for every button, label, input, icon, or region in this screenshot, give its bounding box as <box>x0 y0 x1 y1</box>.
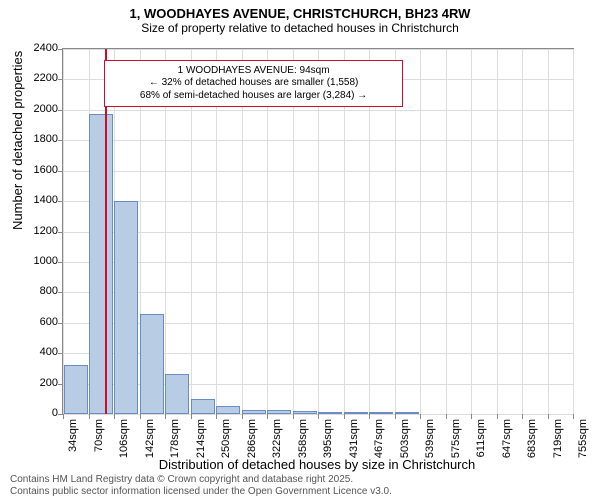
histogram-bar <box>267 410 291 414</box>
annotation-line-2: ← 32% of detached houses are smaller (1,… <box>111 77 397 90</box>
footer-line-1: Contains HM Land Registry data © Crown c… <box>10 474 392 486</box>
y-tick-label: 1000 <box>18 255 58 267</box>
y-tick-label: 1800 <box>18 133 58 145</box>
x-tick-label: 358sqm <box>297 419 309 458</box>
histogram-bar <box>89 114 113 414</box>
y-tick-label: 2200 <box>18 72 58 84</box>
x-tick-label: 142sqm <box>144 419 156 458</box>
histogram-bar <box>395 412 419 414</box>
x-tick-label: 683sqm <box>526 419 538 458</box>
x-tick-label: 647sqm <box>501 419 513 458</box>
histogram-bar <box>191 399 215 414</box>
y-tick-label: 600 <box>18 316 58 328</box>
x-tick-label: 575sqm <box>450 419 462 458</box>
x-tick-label: 611sqm <box>475 419 487 457</box>
x-tick-label: 322sqm <box>271 419 283 458</box>
x-tick-label: 719sqm <box>552 419 564 458</box>
x-tick-label: 755sqm <box>577 419 589 458</box>
plot-area: 1 WOODHAYES AVENUE: 94sqm← 32% of detach… <box>62 48 574 415</box>
y-tick-label: 800 <box>18 285 58 297</box>
x-tick-label: 214sqm <box>195 419 207 458</box>
histogram-bar <box>293 411 317 414</box>
x-tick-label: 286sqm <box>246 419 258 458</box>
histogram-bar <box>318 412 342 414</box>
x-tick-label: 70sqm <box>93 419 105 452</box>
annotation-line-1: 1 WOODHAYES AVENUE: 94sqm <box>111 65 397 78</box>
chart-title: 1, WOODHAYES AVENUE, CHRISTCHURCH, BH23 … <box>0 0 600 21</box>
histogram-bar <box>140 314 164 414</box>
histogram-bar <box>242 410 266 414</box>
x-tick-label: 106sqm <box>118 419 130 458</box>
histogram-bar <box>165 374 189 414</box>
chart-container: 1, WOODHAYES AVENUE, CHRISTCHURCH, BH23 … <box>0 0 600 500</box>
annotation-box: 1 WOODHAYES AVENUE: 94sqm← 32% of detach… <box>104 60 404 108</box>
histogram-bar <box>216 406 240 414</box>
y-tick-label: 2400 <box>18 42 58 54</box>
x-tick-label: 250sqm <box>220 419 232 458</box>
histogram-bar <box>114 201 138 414</box>
chart-subtitle: Size of property relative to detached ho… <box>0 21 600 35</box>
histogram-bar <box>64 365 88 414</box>
y-tick-label: 400 <box>18 346 58 358</box>
footer-attribution: Contains HM Land Registry data © Crown c… <box>10 474 392 498</box>
y-tick-label: 1600 <box>18 164 58 176</box>
x-tick-label: 178sqm <box>169 419 181 458</box>
y-tick-label: 1400 <box>18 194 58 206</box>
x-tick-label: 467sqm <box>373 419 385 458</box>
histogram-bar <box>344 412 368 414</box>
x-tick-label: 431sqm <box>348 419 360 458</box>
histogram-bar <box>369 412 393 414</box>
annotation-line-3: 68% of semi-detached houses are larger (… <box>111 90 397 103</box>
footer-line-2: Contains public sector information licen… <box>10 486 392 498</box>
y-tick-label: 1200 <box>18 225 58 237</box>
x-tick-label: 395sqm <box>322 419 334 458</box>
x-tick-label: 539sqm <box>424 419 436 458</box>
y-tick-label: 200 <box>18 377 58 389</box>
x-axis-label: Distribution of detached houses by size … <box>62 457 572 472</box>
y-tick-label: 0 <box>18 407 58 419</box>
x-tick-label: 34sqm <box>67 419 79 452</box>
x-tick-label: 503sqm <box>399 419 411 458</box>
y-tick-label: 2000 <box>18 103 58 115</box>
